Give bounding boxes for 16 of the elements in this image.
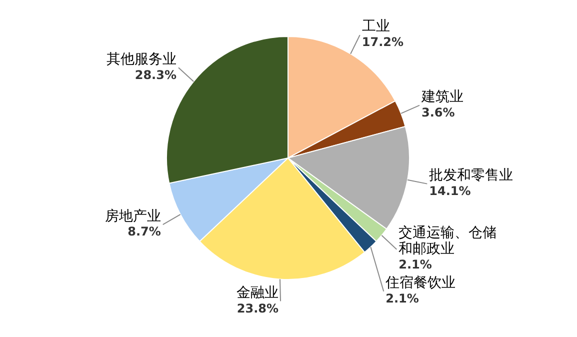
slice-label: 其他服务业 [106,51,176,68]
data-label: 3.6% [421,105,455,120]
data-label: 17.2% [362,35,404,50]
slice-label: 批发和零售业 [429,167,514,184]
data-label: 14.1% [429,184,471,198]
slice-label: 房地产业 [104,208,161,224]
slice-label: 工业 [362,18,390,35]
slice-label: 建筑业 [420,88,464,105]
data-label: 28.3% [134,68,176,82]
slice-label: 金融业 [236,284,279,301]
data-label: 2.1% [398,258,432,272]
data-label: 8.7% [128,224,161,239]
slice-label: 交通运输、仓储和邮政业 [398,225,497,258]
data-label: 2.1% [386,292,419,306]
data-label: 23.8% [236,301,279,316]
slice-label: 住宿餐饮业 [384,275,456,292]
